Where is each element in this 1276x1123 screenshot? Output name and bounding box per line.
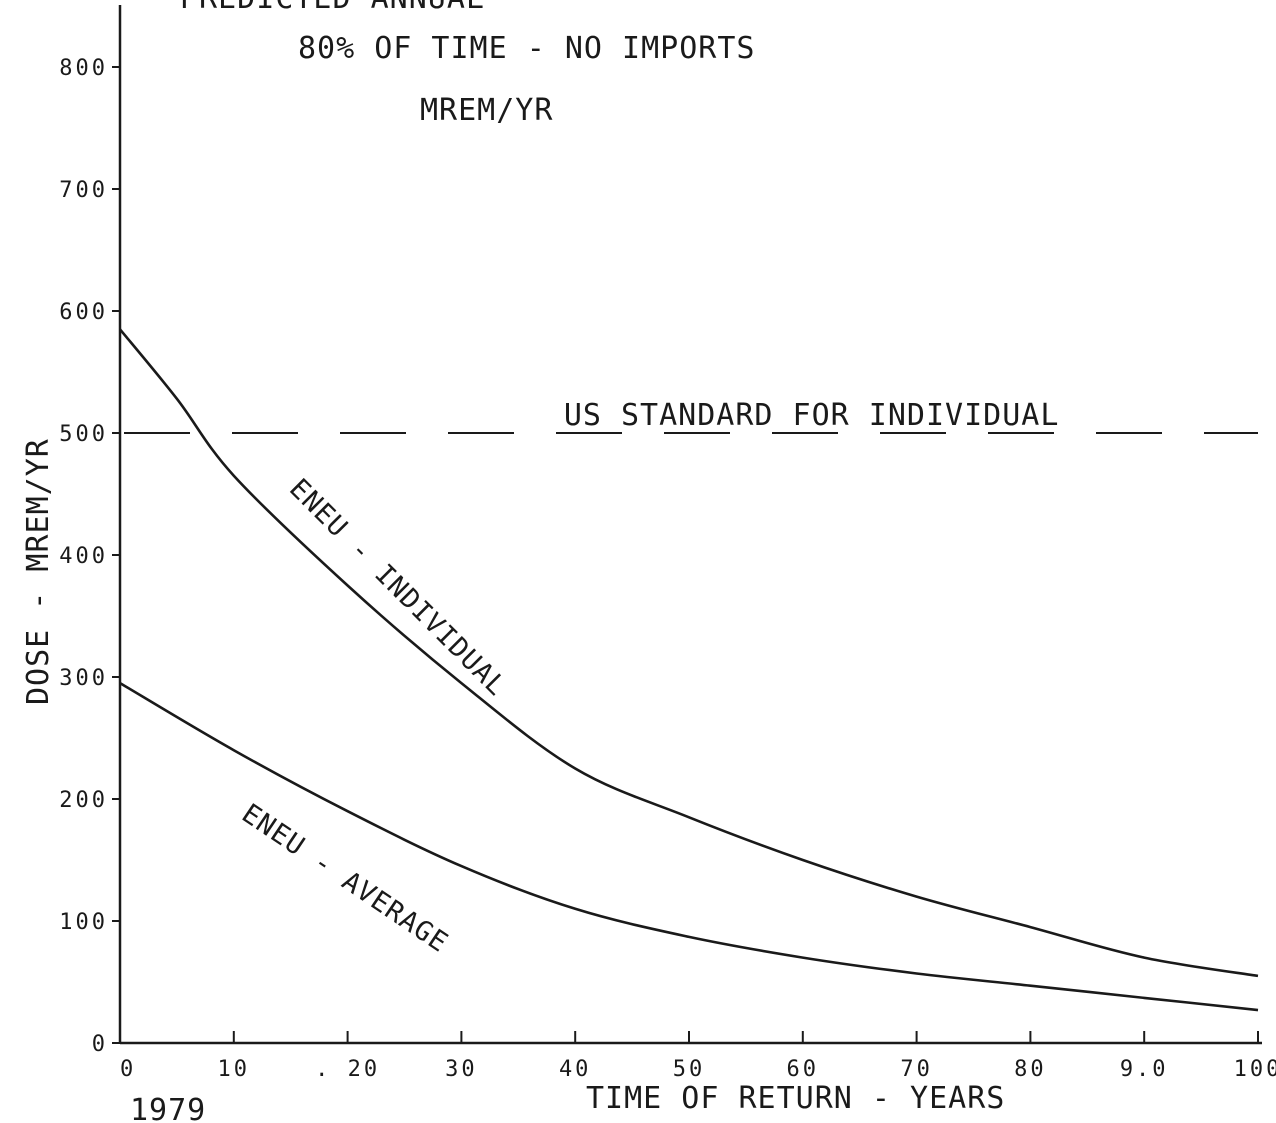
- us-standard-label: US STANDARD FOR INDIVIDUAL: [564, 398, 1060, 433]
- series-label-individual: ENEU - INDIVIDUAL: [283, 473, 512, 702]
- x-tick-label-20: . 20: [315, 1057, 380, 1082]
- chart-title-line2: 80% OF TIME - NO IMPORTS: [298, 31, 755, 66]
- y-tick-label-300: 300: [59, 666, 108, 691]
- chart-title-partial: PREDICTED ANNUAL: [180, 0, 485, 16]
- x-tick-label-60: 60: [787, 1057, 820, 1082]
- y-tick-label-0: 0: [92, 1032, 108, 1057]
- y-tick-label-400: 400: [59, 544, 108, 569]
- series-line-average: [119, 681, 1259, 1012]
- start-year-label: 1979: [130, 1093, 206, 1123]
- x-tick-label-50: 50: [673, 1057, 706, 1082]
- y-tick-label-500: 500: [59, 422, 108, 447]
- y-tick-label-600: 600: [59, 300, 108, 325]
- x-tick-label-90: 9.0: [1120, 1057, 1169, 1082]
- x-tick-label-10: 10: [218, 1057, 251, 1082]
- chart-title-line3: MREM/YR: [420, 93, 553, 128]
- x-tick-label-0: 0: [120, 1057, 136, 1082]
- y-tick-label-800: 800: [59, 56, 108, 81]
- x-tick-label-40: 40: [559, 1057, 592, 1082]
- series-label-average: ENEU - AVERAGE: [236, 798, 454, 959]
- series-line-individual: [118, 328, 1259, 978]
- x-tick-label-70: 70: [900, 1057, 933, 1082]
- y-tick-label-700: 700: [59, 178, 108, 203]
- y-tick-label-100: 100: [59, 910, 108, 935]
- y-axis-label: DOSE - MREM/YR: [21, 438, 56, 705]
- x-tick-label-100: 100: [1234, 1057, 1276, 1082]
- y-tick-label-200: 200: [59, 788, 108, 813]
- x-tick-label-30: 30: [445, 1057, 478, 1082]
- x-tick-label-80: 80: [1014, 1057, 1047, 1082]
- x-axis-label: TIME OF RETURN - YEARS: [586, 1081, 1005, 1116]
